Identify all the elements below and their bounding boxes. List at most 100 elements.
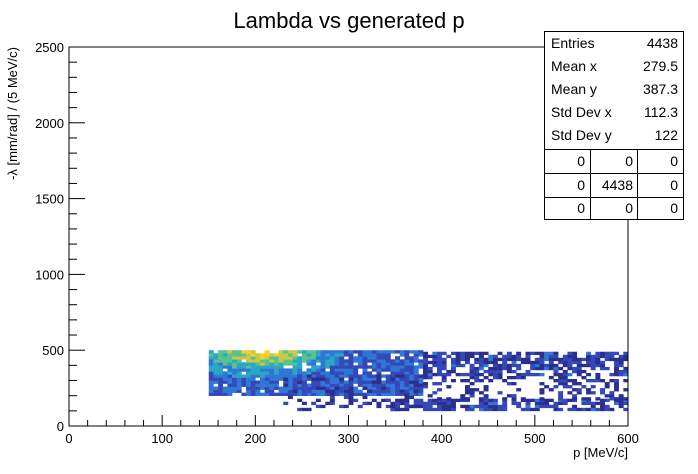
heatmap-bin <box>548 388 554 392</box>
heatmap-bin <box>227 362 233 366</box>
heatmap-bin <box>246 371 251 375</box>
heatmap-bin <box>548 351 554 356</box>
heatmap-bin <box>506 351 512 356</box>
stats-grid-cell: 0 <box>670 200 678 216</box>
heatmap-bin <box>362 350 368 354</box>
heatmap-bin <box>259 359 265 363</box>
heatmap-bin <box>455 357 461 362</box>
heatmap-bin <box>483 385 489 389</box>
heatmap-bin <box>236 389 242 393</box>
heatmap-bin <box>353 368 359 372</box>
heatmap-bin <box>390 368 396 372</box>
heatmap-bin <box>409 383 415 387</box>
heatmap-bin <box>409 377 415 381</box>
heatmap-bin <box>315 353 321 357</box>
heatmap-bin <box>315 398 321 403</box>
heatmap-bin <box>572 388 578 392</box>
heatmap-bin <box>614 366 619 371</box>
stats-std-y-label: Std Dev y <box>551 127 612 143</box>
heatmap-bin <box>213 386 219 390</box>
heatmap-bin <box>395 377 401 381</box>
heatmap-bin <box>483 394 489 398</box>
heatmap-bin <box>381 383 387 387</box>
heatmap-bin <box>315 377 321 381</box>
heatmap-bin <box>269 365 275 369</box>
stats-entries-value: 4438 <box>646 35 678 51</box>
heatmap-bin <box>460 372 466 377</box>
y-axis-label: -λ [mm/rad] / (5 MeV/c) <box>5 47 20 180</box>
heatmap-bin <box>371 389 377 393</box>
heatmap-bin <box>301 383 307 387</box>
heatmap-bin <box>492 354 498 359</box>
heatmap-bin <box>222 392 228 396</box>
stats-grid-cell: 0 <box>625 200 633 216</box>
heatmap-bin <box>250 392 256 396</box>
heatmap-bin <box>283 368 289 372</box>
heatmap-bin <box>600 388 606 392</box>
heatmap-bin <box>562 385 568 389</box>
heatmap-bin <box>432 401 438 406</box>
heatmap-bin <box>376 365 382 369</box>
heatmap-bin <box>376 362 382 366</box>
heatmap-bin <box>301 353 307 357</box>
heatmap-bin <box>399 365 405 369</box>
heatmap-bin <box>576 372 582 377</box>
heatmap-bin <box>381 392 387 396</box>
heatmap-bin <box>376 389 382 393</box>
heatmap-bin <box>357 374 363 378</box>
heatmap-bin <box>553 357 559 362</box>
heatmap-bin <box>464 351 470 356</box>
heatmap-bin <box>399 377 405 381</box>
heatmap-bin <box>287 392 293 396</box>
heatmap-bin <box>292 371 298 375</box>
heatmap-bin <box>390 383 396 387</box>
heatmap-bin <box>301 389 307 393</box>
heatmap-bin <box>334 389 340 393</box>
heatmap-bin <box>511 363 517 368</box>
heatmap-bin <box>367 392 373 396</box>
heatmap-bin <box>273 362 279 366</box>
heatmap-bin <box>232 353 237 357</box>
heatmap-bin <box>306 386 312 390</box>
heatmap-bin <box>367 401 373 406</box>
heatmap-bin <box>385 377 391 381</box>
heatmap-bin <box>506 382 512 386</box>
heatmap-bin <box>623 351 629 356</box>
heatmap-bin <box>600 391 606 395</box>
heatmap-bin <box>539 351 545 356</box>
heatmap-bin <box>311 365 317 369</box>
heatmap-bin <box>329 350 335 354</box>
heatmap-bin <box>469 382 475 386</box>
heatmap-bin <box>213 362 219 366</box>
heatmap-bin <box>311 401 317 406</box>
heatmap-bin <box>614 385 619 389</box>
heatmap-bin <box>222 377 228 381</box>
heatmap-bin <box>320 350 326 354</box>
heatmap-bin <box>544 354 550 359</box>
heatmap-bin <box>576 366 582 371</box>
heatmap-bin <box>334 353 340 357</box>
heatmap-bin <box>544 351 550 356</box>
heatmap-bin <box>520 397 526 401</box>
heatmap-bin <box>516 363 522 368</box>
heatmap-bin <box>232 371 237 375</box>
heatmap-bin <box>292 392 298 396</box>
heatmap-bin <box>222 365 228 369</box>
heatmap-bin <box>278 356 284 360</box>
heatmap-bin <box>590 354 596 359</box>
heatmap-bin <box>404 383 410 387</box>
heatmap-bin <box>516 372 522 377</box>
heatmap-bin <box>437 354 442 359</box>
heatmap-bin <box>283 371 289 375</box>
heatmap-bin <box>301 374 307 378</box>
heatmap-bin <box>227 392 233 396</box>
heatmap-bin <box>600 351 606 356</box>
heatmap-bin <box>259 386 265 390</box>
heatmap-bin <box>558 401 564 406</box>
heatmap-bin <box>259 383 265 387</box>
heatmap-bin <box>600 401 606 406</box>
heatmap-bin <box>241 353 247 357</box>
heatmap-bin <box>306 350 312 354</box>
heatmap-bin <box>395 356 401 360</box>
heatmap-bin <box>409 359 415 363</box>
